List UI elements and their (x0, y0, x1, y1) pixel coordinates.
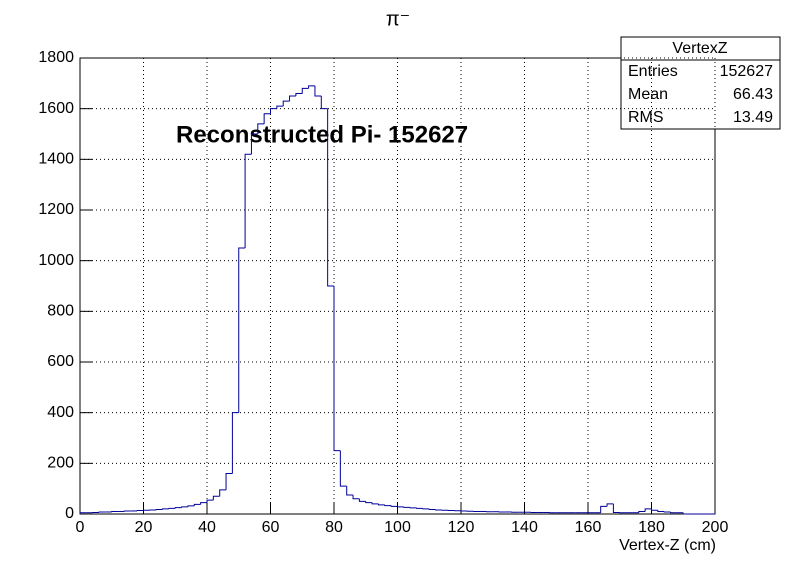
histogram-bin (435, 509, 442, 511)
histogram-bin (206, 499, 214, 503)
y-tick-label: 1600 (38, 100, 74, 117)
histogram-bin (670, 511, 677, 514)
y-tick-label: 200 (47, 455, 74, 472)
histogram-bin (231, 412, 239, 474)
histogram-bin (428, 508, 436, 510)
y-tick-label: 1000 (38, 252, 74, 269)
histogram-bin (657, 510, 665, 512)
histogram-bin (219, 489, 227, 497)
histogram-bin (682, 512, 690, 515)
y-tick-label: 800 (47, 303, 74, 320)
y-tick-label: 600 (47, 353, 74, 370)
x-tick-label: 20 (135, 519, 153, 536)
histogram-bin (200, 502, 207, 505)
stats-label: RMS (628, 109, 664, 126)
y-tick-label: 0 (65, 505, 74, 522)
histogram-bin (270, 108, 277, 114)
chart-title: π⁻ (386, 8, 410, 30)
histogram-bin (174, 507, 182, 509)
histogram-bin (289, 95, 296, 102)
histogram-bin (162, 508, 169, 510)
histogram-bin (168, 507, 176, 509)
histogram-bin (638, 510, 646, 513)
histogram-bin (416, 507, 423, 509)
x-tick-label: 160 (575, 519, 602, 536)
histogram-bin (308, 85, 315, 89)
histogram-bin (384, 504, 392, 507)
histogram-bin (663, 511, 671, 513)
y-tick-label: 1400 (38, 151, 74, 168)
histogram-bin (409, 507, 417, 509)
histogram-bin (600, 505, 608, 513)
histogram-bin (244, 153, 252, 248)
stats-title: VertexZ (672, 40, 727, 57)
histogram-bin (358, 498, 366, 502)
x-tick-label: 180 (638, 519, 665, 536)
histogram-bin (136, 509, 144, 511)
x-tick-label: 140 (511, 519, 538, 536)
histogram-bin (250, 133, 258, 155)
stats-value: 152627 (720, 63, 773, 80)
histogram-bin (257, 123, 265, 134)
y-tick-label: 1800 (38, 49, 74, 66)
stats-label: Mean (628, 86, 668, 103)
histogram-bin (390, 505, 398, 507)
histogram-bin (327, 108, 334, 287)
stats-value: 66.43 (733, 86, 773, 103)
x-tick-label: 60 (262, 519, 280, 536)
histogram-bin (339, 450, 347, 487)
histogram-bin (263, 113, 271, 124)
histogram-bin (606, 503, 614, 507)
histogram-bin (333, 286, 341, 452)
histogram-bin (377, 503, 385, 506)
x-tick-label: 200 (702, 519, 729, 536)
annotation: Reconstructed Pi- 152627 (176, 121, 468, 148)
histogram-bin (397, 506, 404, 508)
y-tick-label: 1200 (38, 201, 74, 218)
x-tick-label: 100 (384, 519, 411, 536)
y-tick-label: 400 (47, 404, 74, 421)
histogram-bin (187, 505, 195, 507)
histogram-bin (371, 502, 379, 505)
x-axis-label: Vertex-Z (cm) (619, 537, 716, 554)
histogram-bin (320, 96, 328, 110)
histogram-bin (651, 508, 658, 511)
histogram-bin (155, 508, 163, 510)
x-tick-label: 0 (76, 519, 85, 536)
histogram-bin (365, 501, 373, 504)
x-tick-label: 80 (325, 519, 343, 536)
histogram-bin (403, 506, 411, 508)
stats-box (620, 36, 781, 130)
histogram-bin (612, 503, 620, 513)
histogram-bin (314, 85, 322, 97)
histogram-bin (644, 508, 652, 512)
histogram-bin (193, 503, 201, 506)
histogram-bin (276, 105, 284, 109)
histogram-bin (301, 87, 309, 94)
histogram-bin (79, 512, 87, 514)
stats-value: 13.49 (733, 109, 773, 126)
stats-label: Entries (628, 63, 678, 80)
histogram-bin (98, 511, 106, 513)
histogram-bin (212, 495, 220, 501)
histogram-bin (238, 247, 246, 413)
histogram-bin (295, 92, 303, 96)
histogram-bin (123, 510, 131, 512)
histogram-bin (352, 495, 360, 500)
histogram-bin (282, 100, 290, 107)
x-tick-label: 40 (198, 519, 216, 536)
histogram-bin (346, 486, 354, 496)
histogram-bin (111, 510, 119, 512)
x-tick-label: 120 (448, 519, 475, 536)
histogram-bin (181, 506, 188, 508)
histogram-bin (422, 508, 430, 510)
histogram-bin (225, 472, 233, 490)
